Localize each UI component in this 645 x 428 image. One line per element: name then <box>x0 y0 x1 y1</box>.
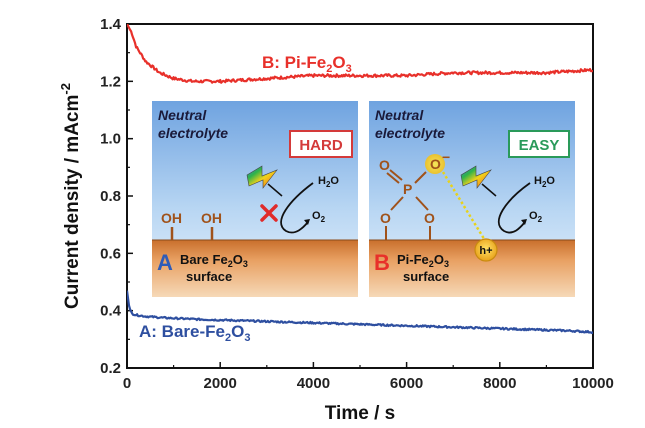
series-label-b: B: Pi-Fe2O3 <box>262 53 352 75</box>
inset-a-surface-1: Bare Fe2O3 <box>180 252 248 269</box>
y-axis-title: Current density / mAcm-2 <box>58 83 83 309</box>
y-tick-label: 0.2 <box>100 360 121 377</box>
inset-b-surface-1: Pi-Fe2O3 <box>397 252 449 269</box>
oxygen-b: O2 <box>529 210 543 224</box>
y-tick-label: 1.4 <box>100 16 122 33</box>
inset-b-letter: B <box>374 250 390 275</box>
inset-a-letter: A <box>157 250 173 275</box>
series-line-b <box>127 24 593 84</box>
inset-a-title-1: Neutral <box>158 107 207 123</box>
y-tick-label: 1.0 <box>100 131 121 148</box>
blocked-x-icon <box>260 204 278 222</box>
light-bolt-icon-b <box>460 165 492 189</box>
inset-b-title-1: Neutral <box>375 107 424 123</box>
x-tick-label: 10000 <box>572 375 614 392</box>
svg-text:EASY: EASY <box>519 137 560 154</box>
atom-o-right: O <box>424 210 435 226</box>
y-tick-label: 0.6 <box>100 245 121 262</box>
x-axis-title: Time / s <box>325 403 395 424</box>
x-tick-label: 8000 <box>483 375 516 392</box>
x-tick-label: 4000 <box>297 375 330 392</box>
x-tick-label: 0 <box>123 375 131 392</box>
x-tick-label: 2000 <box>204 375 237 392</box>
oh-group-1: OH <box>161 210 182 226</box>
y-tick-label: 0.8 <box>100 188 121 205</box>
atom-o-left: O <box>380 210 391 226</box>
x-ticks: 0 2000 4000 6000 8000 10000 <box>123 362 614 392</box>
y-tick-label: 1.2 <box>100 73 121 90</box>
light-bolt-icon-a <box>246 165 278 189</box>
y-tick-label: 0.4 <box>100 303 122 320</box>
series-line-a <box>127 290 593 335</box>
atom-p: P <box>403 181 412 197</box>
series-label-a: A: Bare-Fe2O3 <box>139 322 250 344</box>
badge-easy <box>508 130 570 158</box>
inset-b-surface-2: surface <box>403 269 449 284</box>
atom-charge: − <box>442 149 450 165</box>
y-ticks: 0.2 0.4 0.6 0.8 1.0 1.2 1.4 <box>100 16 133 377</box>
inset-a: Neutral electrolyte HARD OH OH H2O O2 A … <box>152 101 358 297</box>
atom-o-top: O <box>379 157 390 173</box>
inset-b-title-2: electrolyte <box>375 125 445 141</box>
x-tick-label: 6000 <box>390 375 423 392</box>
inset-b: Neutral electrolyte EASY O P O − O O H2O… <box>369 101 575 297</box>
badge-hard <box>289 130 353 158</box>
water-a: H2O <box>318 175 339 189</box>
water-b: H2O <box>534 175 555 189</box>
charged-oxygen-glow <box>425 154 445 174</box>
atom-o-charged: O <box>430 156 441 172</box>
inset-a-title-2: electrolyte <box>158 125 228 141</box>
oxygen-a: O2 <box>312 210 326 224</box>
hole-label: h+ <box>479 245 492 257</box>
inset-a-surface-2: surface <box>186 269 232 284</box>
svg-text:HARD: HARD <box>299 137 342 154</box>
hole-icon <box>474 238 498 262</box>
oh-group-2: OH <box>201 210 222 226</box>
